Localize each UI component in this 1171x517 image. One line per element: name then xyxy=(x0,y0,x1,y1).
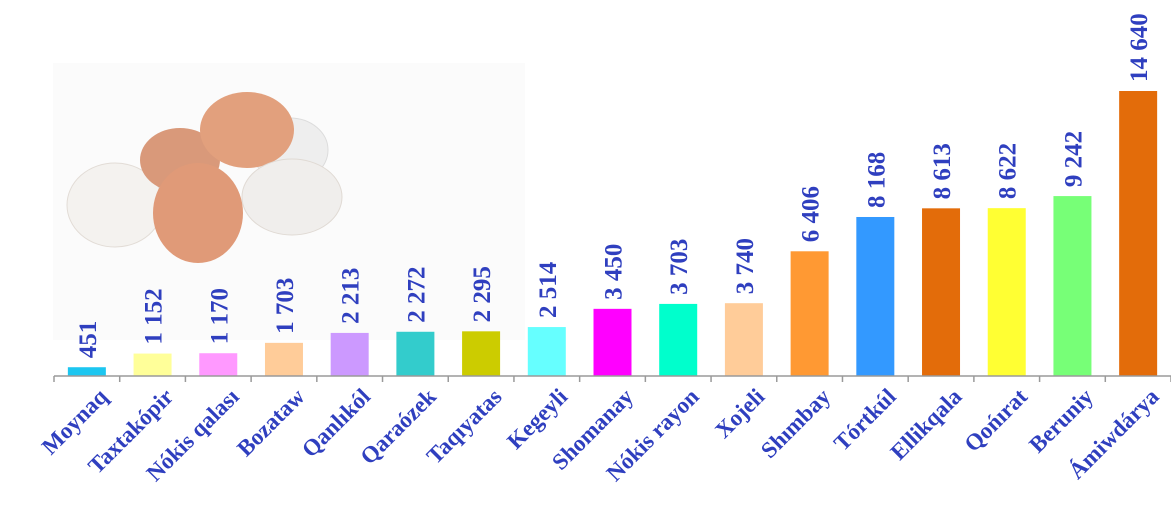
data-label: 1 170 xyxy=(206,288,233,344)
bar-1 xyxy=(133,353,172,376)
bar-6 xyxy=(462,331,501,376)
data-label: 3 703 xyxy=(666,239,693,295)
data-label: 9 242 xyxy=(1060,131,1087,187)
data-label: 3 740 xyxy=(732,238,759,294)
x-tick-label: Xojeli xyxy=(710,383,770,443)
bar-0 xyxy=(67,367,106,376)
data-label: 8 622 xyxy=(995,143,1022,199)
x-tick-label: Qońırat xyxy=(959,384,1032,457)
bar-5 xyxy=(396,331,435,376)
data-label: 1 152 xyxy=(141,288,168,344)
x-tick-label: Ellikqala xyxy=(886,384,967,465)
bar-8 xyxy=(593,308,632,376)
bar-13 xyxy=(922,208,961,376)
data-label: 8 613 xyxy=(929,143,956,199)
eggs-image xyxy=(53,63,525,340)
data-label: 451 xyxy=(75,321,102,359)
bar-9 xyxy=(659,303,698,376)
data-label: 1 703 xyxy=(272,278,299,334)
bar-10 xyxy=(724,303,763,376)
bar-15 xyxy=(1053,196,1092,376)
data-label: 14 640 xyxy=(1126,13,1153,82)
data-label: 2 272 xyxy=(403,267,430,323)
bar-14 xyxy=(987,208,1026,376)
bar-16 xyxy=(1119,91,1158,376)
bar-7 xyxy=(527,327,566,376)
data-label: 2 295 xyxy=(469,266,496,322)
data-label: 2 213 xyxy=(338,268,365,324)
data-label: 6 406 xyxy=(798,186,825,242)
bar-11 xyxy=(790,251,829,376)
bar-2 xyxy=(199,353,238,376)
data-label: 3 450 xyxy=(601,244,628,300)
bar-4 xyxy=(330,332,369,376)
bar-3 xyxy=(264,342,303,376)
data-label: 2 514 xyxy=(535,261,562,318)
x-tick-label: Shımbay xyxy=(756,384,835,463)
x-tick-label: Bozataw xyxy=(232,384,310,462)
data-label: 8 168 xyxy=(863,152,890,208)
bar-12 xyxy=(856,216,895,376)
